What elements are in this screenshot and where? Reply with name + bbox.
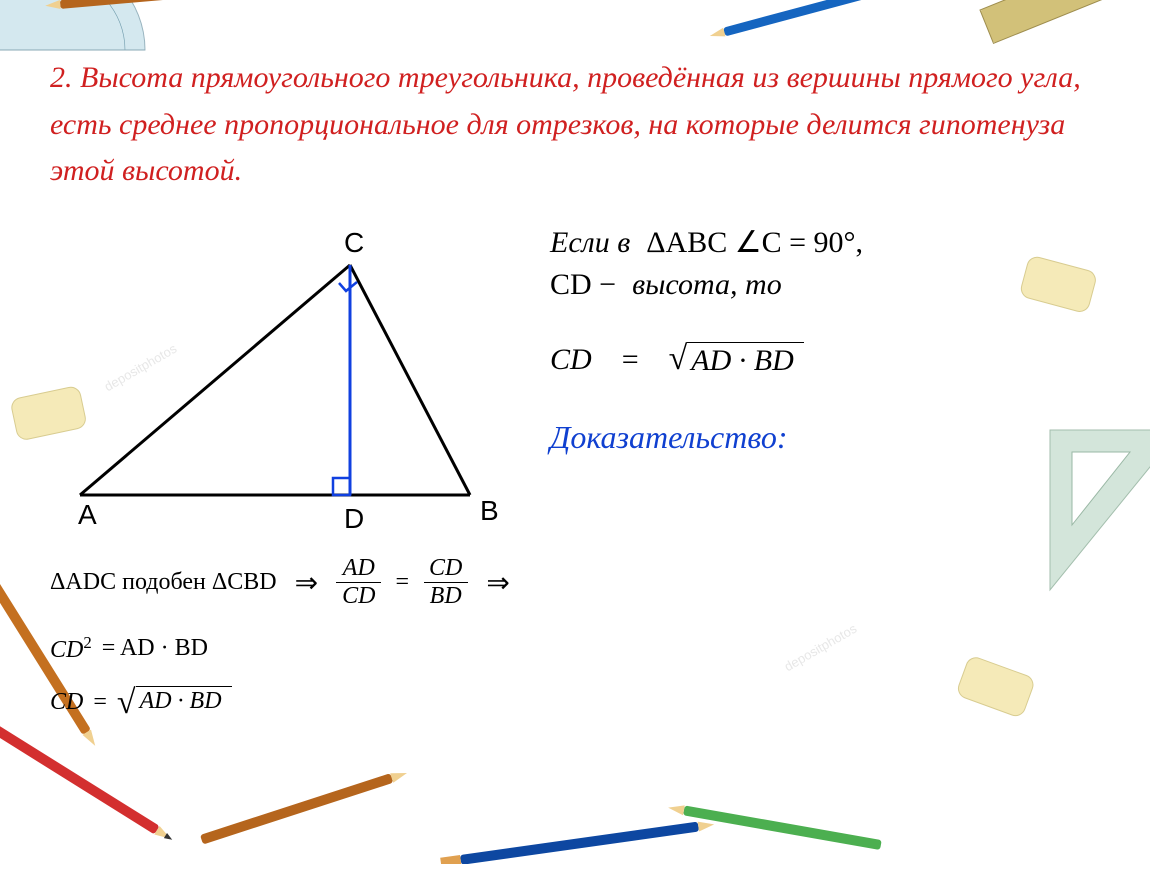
proof-step-3: CD = √ AD · BD <box>50 686 1100 720</box>
fraction-2: CD BD <box>423 555 468 611</box>
sqrt-icon: √ <box>669 342 688 376</box>
formula-left: CD <box>550 343 592 377</box>
vertex-B: B <box>480 495 499 527</box>
slide-content: 2. Высота прямоугольного треугольника, п… <box>0 0 1150 760</box>
arrow-icon: ⇒ <box>482 566 513 600</box>
theorem-statement: 2. Высота прямоугольного треугольника, п… <box>50 55 1100 195</box>
formula-sqrt: √ AD · BD <box>669 342 804 379</box>
proof-step-2: CD2 = AD · BD <box>50 633 1100 664</box>
triangle-diagram: A B C D <box>50 225 510 535</box>
similarity-text: ΔADC подобен ΔCBD <box>50 569 277 596</box>
proof-title: Доказательство: <box>550 419 1100 456</box>
main-formula: CD = √ AD · BD <box>550 342 1100 379</box>
cd-label: CD − <box>550 268 616 302</box>
vertex-C: C <box>344 227 364 259</box>
condition-row-2: CD − высота, то <box>550 268 1100 302</box>
triangle-svg <box>50 225 510 535</box>
formula-radicand: AD · BD <box>687 342 803 379</box>
fraction-1: AD CD <box>336 555 381 611</box>
vertex-A: A <box>78 499 97 531</box>
mid-row: A B C D Если в ΔABC ∠C = 90°, CD − высот… <box>50 225 1100 535</box>
triangle-condition: ΔABC ∠C = 90°, <box>646 225 863 260</box>
proof-steps: ΔADC подобен ΔCBD ⇒ AD CD = CD BD ⇒ CD2 … <box>50 555 1100 720</box>
condition-row-1: Если в ΔABC ∠C = 90°, <box>550 225 1100 260</box>
cd-desc: высота, то <box>632 268 782 302</box>
formula-eq: = <box>622 343 639 377</box>
if-label: Если в <box>550 226 630 260</box>
proof-step-1: ΔADC подобен ΔCBD ⇒ AD CD = CD BD ⇒ <box>50 555 1100 611</box>
sqrt-icon: √ <box>117 686 136 720</box>
vertex-D: D <box>344 503 364 535</box>
step3-sqrt: √ AD · BD <box>117 686 232 720</box>
conditions-column: Если в ΔABC ∠C = 90°, CD − высота, то CD… <box>550 225 1100 456</box>
arrow-icon: ⇒ <box>291 566 322 600</box>
